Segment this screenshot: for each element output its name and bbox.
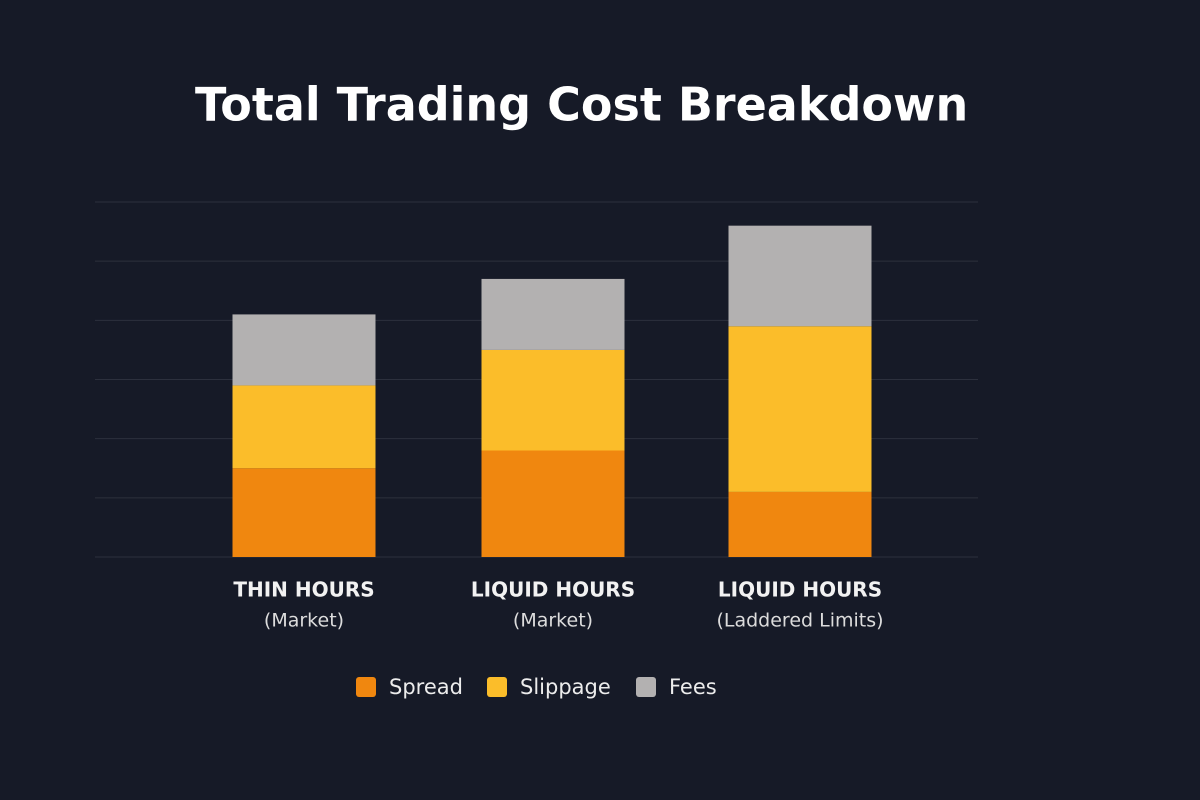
bar-segment: [481, 349, 625, 451]
bar-segment: [728, 225, 872, 327]
bar-segment: [481, 278, 625, 350]
bar-segment: [232, 385, 376, 469]
chart-title: Total Trading Cost Breakdown: [195, 78, 968, 132]
bar-segment: [232, 468, 376, 557]
bar-segment: [232, 314, 376, 386]
legend-swatch: [636, 677, 656, 697]
x-tick-label: LIQUID HOURS: [471, 578, 635, 602]
bar-segment: [481, 450, 625, 557]
legend-label: Fees: [669, 675, 717, 699]
legend-label: Slippage: [520, 675, 611, 699]
x-tick-note: (Laddered Limits): [716, 610, 883, 632]
legend-swatch: [356, 677, 376, 697]
x-tick-note: (Market): [264, 610, 344, 632]
x-tick-note: (Market): [513, 610, 593, 632]
legend-swatch: [487, 677, 507, 697]
x-tick-label: LIQUID HOURS: [718, 578, 882, 602]
bar-segment: [728, 491, 872, 557]
x-tick-label: THIN HOURS: [233, 578, 374, 602]
bar-segment: [728, 326, 872, 492]
legend-label: Spread: [389, 675, 463, 699]
